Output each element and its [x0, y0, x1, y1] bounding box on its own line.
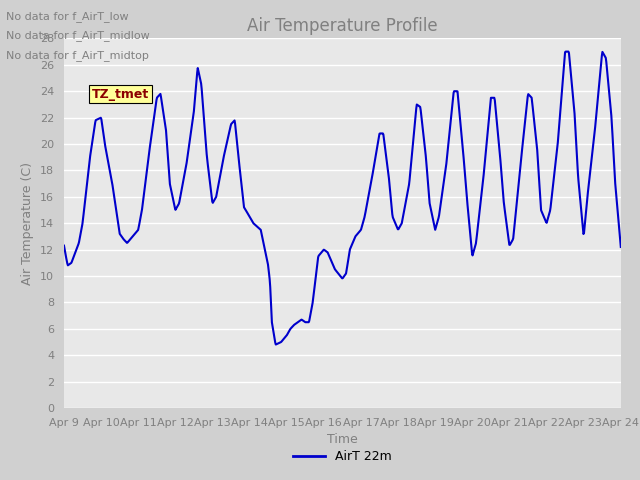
Title: Air Temperature Profile: Air Temperature Profile: [247, 17, 438, 36]
Legend: AirT 22m: AirT 22m: [289, 445, 396, 468]
Y-axis label: Air Temperature (C): Air Temperature (C): [22, 162, 35, 285]
Text: No data for f_AirT_midlow: No data for f_AirT_midlow: [6, 30, 150, 41]
Text: No data for f_AirT_midtop: No data for f_AirT_midtop: [6, 49, 149, 60]
Text: TZ_tmet: TZ_tmet: [92, 87, 149, 100]
Text: No data for f_AirT_low: No data for f_AirT_low: [6, 11, 129, 22]
X-axis label: Time: Time: [327, 433, 358, 446]
